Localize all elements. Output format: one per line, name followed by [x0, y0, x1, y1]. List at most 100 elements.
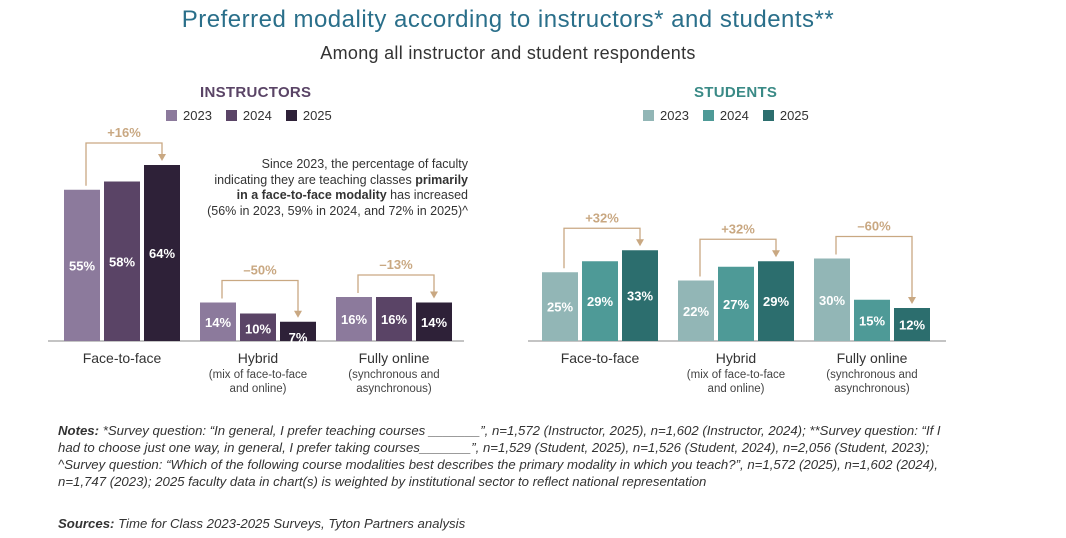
change-arrowhead [636, 239, 644, 247]
category-sublabel: (mix of face-to-face [687, 369, 785, 381]
legend-label: 2023 [183, 108, 212, 123]
data-label: 22% [683, 304, 709, 319]
category-label: Hybrid [238, 350, 278, 366]
category-sublabel: (synchronous and [826, 369, 917, 381]
data-label: 55% [69, 258, 95, 273]
callout-text-end: has increased (56% in 2023, 59% in 2024,… [207, 188, 468, 218]
change-arrowhead [158, 154, 166, 161]
category-sublabel: and online) [708, 383, 765, 395]
data-label: 7% [289, 330, 308, 345]
bar-chart: 55% 58% 64% Face-to-face +16% 14% 10% 7% Hybrid (… [48, 125, 946, 395]
data-label: 14% [205, 315, 231, 330]
change-bracket [563, 227, 641, 269]
category-sublabel: (mix of face-to-face [209, 369, 307, 381]
category-sublabel: (synchronous and [348, 369, 439, 381]
legend-item-2023: 2023 [643, 108, 689, 123]
bar-2023-3 [814, 258, 850, 341]
change-annotation: +32% [721, 221, 755, 236]
bar-2024-2 [718, 266, 754, 341]
data-label: 16% [341, 312, 367, 327]
legend-item-2025: 2025 [762, 108, 809, 123]
instructor-callout: Since 2023, the percentage of faculty in… [206, 157, 468, 219]
change-bracket [85, 142, 163, 186]
bar-2023-3 [336, 297, 372, 341]
data-label: 27% [723, 297, 749, 312]
change-annotation: –50% [243, 263, 277, 278]
legend-swatch [643, 110, 654, 121]
students-legend: 2023 2024 2025 [643, 108, 809, 123]
bar-2025-3 [416, 302, 452, 341]
sources-text: Time for Class 2023-2025 Surveys, Tyton … [118, 516, 466, 531]
legend-label: 2025 [779, 108, 809, 123]
bar-2023-2 [678, 280, 714, 341]
bar-2024-1 [104, 181, 140, 341]
bar-2025-2 [758, 261, 794, 341]
change-bracket [357, 274, 435, 293]
legend-swatch [225, 110, 237, 121]
data-label: 58% [109, 254, 135, 269]
legend-swatch [285, 110, 297, 121]
category-sublabel: asynchronous) [834, 383, 910, 395]
instructors-panel-title: INSTRUCTORS [200, 84, 312, 101]
instructors-legend: 2023 2024 2025 [166, 108, 332, 123]
legend-label: 2024 [242, 108, 272, 123]
sources: Sources: Time for Class 2023-2025 Survey… [58, 516, 465, 531]
callout-bold-text: primarily in a face-to-face modality [236, 172, 468, 203]
bar-2023-2 [200, 302, 236, 341]
change-bracket [699, 238, 777, 277]
bar-2024-3 [376, 297, 412, 341]
legend-item-2023: 2023 [166, 108, 212, 123]
data-label: 12% [899, 318, 925, 333]
students-panel-title: STUDENTS [694, 84, 778, 101]
data-label: 15% [859, 313, 885, 328]
legend-item-2024: 2024 [225, 108, 272, 123]
bar-2024-1 [582, 261, 618, 341]
bar-2023-1 [542, 272, 578, 341]
chart-title: Preferred modality according to instruct… [181, 6, 835, 33]
data-label: 10% [245, 322, 271, 337]
legend-swatch [702, 110, 714, 121]
sources-label: Sources: [58, 516, 115, 531]
legend-swatch [166, 110, 177, 121]
legend-item-2025: 2025 [285, 108, 332, 123]
change-annotation: +32% [585, 210, 619, 225]
legend-label: 2025 [302, 108, 332, 123]
bar-2024-3 [854, 299, 890, 341]
category-sublabel: asynchronous) [356, 383, 432, 395]
legend-item-2024: 2024 [702, 108, 749, 123]
data-label: 33% [627, 289, 653, 304]
category-sublabel: and online) [230, 383, 287, 395]
category-label: Face-to-face [561, 350, 640, 366]
data-label: 14% [421, 315, 447, 330]
category-label: Face-to-face [83, 350, 162, 366]
bar-2025-1 [622, 250, 658, 341]
change-annotation: –13% [379, 257, 413, 272]
notes-text: *Survey question: “In general, I prefer … [58, 423, 941, 489]
legend-swatch [762, 110, 774, 121]
callout-text: Since 2023, the percentage of faculty in… [214, 157, 468, 187]
bar-2025-2 [280, 321, 316, 341]
data-label: 29% [763, 294, 789, 309]
legend-label: 2023 [660, 108, 689, 123]
category-label: Hybrid [716, 350, 756, 366]
bar-2025-3 [894, 308, 930, 341]
category-label: Fully online [359, 350, 430, 366]
change-arrowhead [772, 250, 780, 258]
notes-label: Notes: [58, 423, 100, 438]
chart-subtitle: Among all instructor and student respond… [320, 43, 696, 63]
change-bracket [835, 235, 913, 298]
change-annotation: +16% [107, 125, 141, 140]
change-annotation: –60% [857, 219, 891, 234]
change-arrowhead [294, 310, 302, 318]
data-label: 30% [819, 293, 845, 308]
bar-2023-1 [64, 189, 100, 341]
data-label: 64% [149, 246, 175, 261]
data-label: 16% [381, 312, 407, 327]
data-label: 29% [587, 294, 613, 309]
change-bracket [221, 279, 299, 312]
data-label: 25% [547, 300, 573, 315]
bar-2025-1 [144, 165, 180, 341]
change-arrowhead [430, 291, 438, 299]
change-arrowhead [908, 297, 916, 304]
notes: Notes: *Survey question: “In general, I … [58, 422, 958, 490]
